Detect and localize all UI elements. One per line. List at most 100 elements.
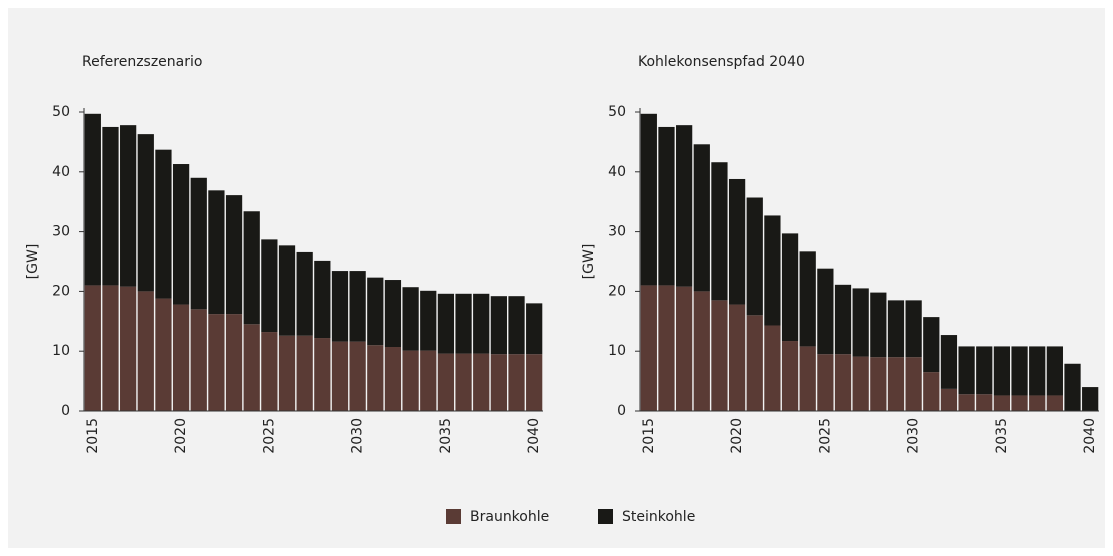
bar-segment <box>693 144 710 292</box>
bar-segment <box>84 113 101 286</box>
bar-segment <box>799 346 816 411</box>
bar-segment <box>384 280 402 348</box>
bar-segment <box>490 296 507 355</box>
bar-segment <box>676 286 693 411</box>
background <box>8 8 1105 548</box>
x-tick-label: 2020 <box>173 418 189 454</box>
bar-segment <box>693 291 710 411</box>
y-tick-label: 50 <box>52 104 70 120</box>
bar-segment <box>923 372 940 411</box>
y-tick-label: 10 <box>608 343 626 359</box>
x-tick-label: 2025 <box>817 418 833 454</box>
bar-segment <box>658 285 675 411</box>
bar-segment <box>243 324 260 411</box>
y-tick-label: 30 <box>52 224 70 240</box>
chart-title: Referenzszenario <box>82 54 202 70</box>
bar-segment <box>905 300 922 358</box>
x-tick-label: 2020 <box>729 418 745 454</box>
x-tick-label: 2030 <box>906 418 922 454</box>
bar-segment <box>437 293 455 354</box>
bar-segment <box>1029 346 1046 396</box>
bar-segment <box>640 285 657 411</box>
bar-segment <box>711 300 728 411</box>
bar-segment <box>437 353 455 411</box>
y-tick-label: 0 <box>61 403 70 419</box>
bar-segment <box>349 271 366 342</box>
bar-segment <box>1011 395 1028 411</box>
legend-swatch <box>598 509 613 524</box>
bar-segment <box>764 325 781 411</box>
bar-segment <box>817 268 834 355</box>
bar-segment <box>473 293 490 354</box>
bar-segment <box>172 304 190 411</box>
bar-segment <box>190 309 207 411</box>
bar-segment <box>976 346 993 395</box>
bar-segment <box>1046 395 1063 411</box>
bar-segment <box>1046 346 1063 396</box>
bar-segment <box>887 357 905 411</box>
bar-segment <box>728 304 746 411</box>
bar-segment <box>190 177 207 310</box>
legend-swatch <box>446 509 461 524</box>
y-tick-label: 40 <box>608 164 626 180</box>
bar-segment <box>852 288 869 357</box>
y-tick-label: 20 <box>52 283 70 299</box>
bar-segment <box>658 126 675 286</box>
bar-segment <box>508 354 525 411</box>
bar-segment <box>243 211 260 325</box>
bar-segment <box>958 394 975 411</box>
bar-segment <box>314 260 331 339</box>
bar-segment <box>526 303 543 355</box>
bar-segment <box>817 354 834 411</box>
bar-segment <box>137 134 154 292</box>
bar-segment <box>764 215 781 326</box>
bar-segment <box>905 357 922 411</box>
bar-segment <box>102 126 119 286</box>
bar-segment <box>402 287 419 351</box>
bar-segment <box>1011 346 1028 396</box>
bar-segment <box>940 388 958 411</box>
bar-segment <box>781 233 799 342</box>
bar-segment <box>261 332 278 411</box>
bar-segment <box>278 245 296 336</box>
bar-segment <box>993 395 1011 411</box>
bar-segment <box>676 125 693 287</box>
bar-segment <box>711 162 728 301</box>
bar-segment <box>155 149 172 299</box>
x-tick-label: 2015 <box>85 418 101 454</box>
bar-segment <box>155 298 172 411</box>
bar-segment <box>331 341 349 411</box>
x-tick-label: 2035 <box>438 418 454 454</box>
y-tick-label: 50 <box>608 104 626 120</box>
bar-segment <box>225 195 243 315</box>
bar-segment <box>1082 387 1099 411</box>
x-tick-label: 2040 <box>1082 418 1098 454</box>
y-tick-label: 20 <box>608 283 626 299</box>
x-tick-label: 2015 <box>641 418 657 454</box>
bar-segment <box>508 296 525 355</box>
bar-segment <box>870 292 887 358</box>
bar-segment <box>799 251 816 347</box>
bar-segment <box>420 290 437 351</box>
bar-segment <box>84 285 101 411</box>
bar-segment <box>923 317 940 373</box>
bar-segment <box>208 314 225 411</box>
bar-segment <box>120 286 137 411</box>
x-tick-label: 2040 <box>526 418 542 454</box>
bar-segment <box>976 394 993 411</box>
bar-segment <box>870 357 887 411</box>
bar-segment <box>296 335 313 411</box>
chart-title: Kohlekonsenspfad 2040 <box>638 54 805 70</box>
bar-segment <box>402 350 419 411</box>
y-axis-label: [GW] <box>581 244 597 280</box>
bar-segment <box>1029 395 1046 411</box>
bar-segment <box>420 350 437 411</box>
bar-segment <box>384 347 402 411</box>
x-tick-label: 2035 <box>994 418 1010 454</box>
bar-segment <box>490 354 507 411</box>
bar-segment <box>852 356 869 411</box>
bar-segment <box>746 197 763 316</box>
bar-segment <box>526 354 543 411</box>
y-axis-label: [GW] <box>25 244 41 280</box>
